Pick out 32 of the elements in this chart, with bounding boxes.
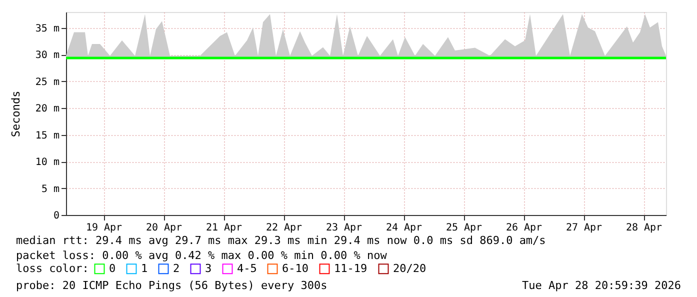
x-tick-label: 28 Apr: [626, 222, 662, 234]
text: median rtt: 29.4 ms avg 29.7 ms max 29.3 ms min 29.4 ms now 0.0 ms sd 869.0 am/s: [16, 234, 546, 247]
y-tick-label: 30 m: [35, 50, 60, 62]
x-tick-label: 22 Apr: [266, 222, 302, 234]
legend-label: 4-5: [237, 262, 257, 275]
x-tick-label: 26 Apr: [506, 222, 542, 234]
y-tick-label: 0: [53, 210, 60, 222]
text: Tue Apr 28 20:59:39 2026: [522, 279, 681, 292]
legend-label: 11-19: [334, 262, 368, 275]
legend-label: 20/20: [393, 262, 426, 275]
y-tick-label: 15 m: [35, 130, 60, 142]
y-tick-label: 35 m: [35, 24, 60, 35]
y-tick-label: 25 m: [35, 76, 60, 88]
text: packet loss: 0.00 % avg 0.42 % max 0.00 % min 0.00 % now: [16, 249, 388, 262]
x-tick-label: 21 Apr: [206, 222, 242, 234]
legend-label: 2: [173, 262, 180, 275]
legend-label: 1: [141, 262, 148, 275]
x-tick-label: 25 Apr: [446, 222, 482, 234]
y-tick-label: 10 m: [35, 157, 60, 168]
x-tick-label: 23 Apr: [326, 222, 362, 234]
legend-title: loss color:: [16, 262, 89, 275]
legend-label: 3: [205, 262, 212, 275]
y-tick-label: 5 m: [41, 184, 60, 195]
legend-label: 6-10: [282, 262, 308, 275]
x-tick-label: 20 Apr: [146, 222, 182, 234]
y-tick-label: 20 m: [35, 104, 60, 115]
text: probe: 20 ICMP Echo Pings (56 Bytes) every 300s: [16, 279, 328, 292]
x-tick-label: 27 Apr: [566, 222, 602, 234]
x-tick-label: 24 Apr: [386, 222, 422, 234]
x-tick-label: 19 Apr: [86, 222, 122, 234]
y-axis-title: Seconds: [9, 90, 22, 138]
legend-label: 0: [109, 262, 116, 275]
